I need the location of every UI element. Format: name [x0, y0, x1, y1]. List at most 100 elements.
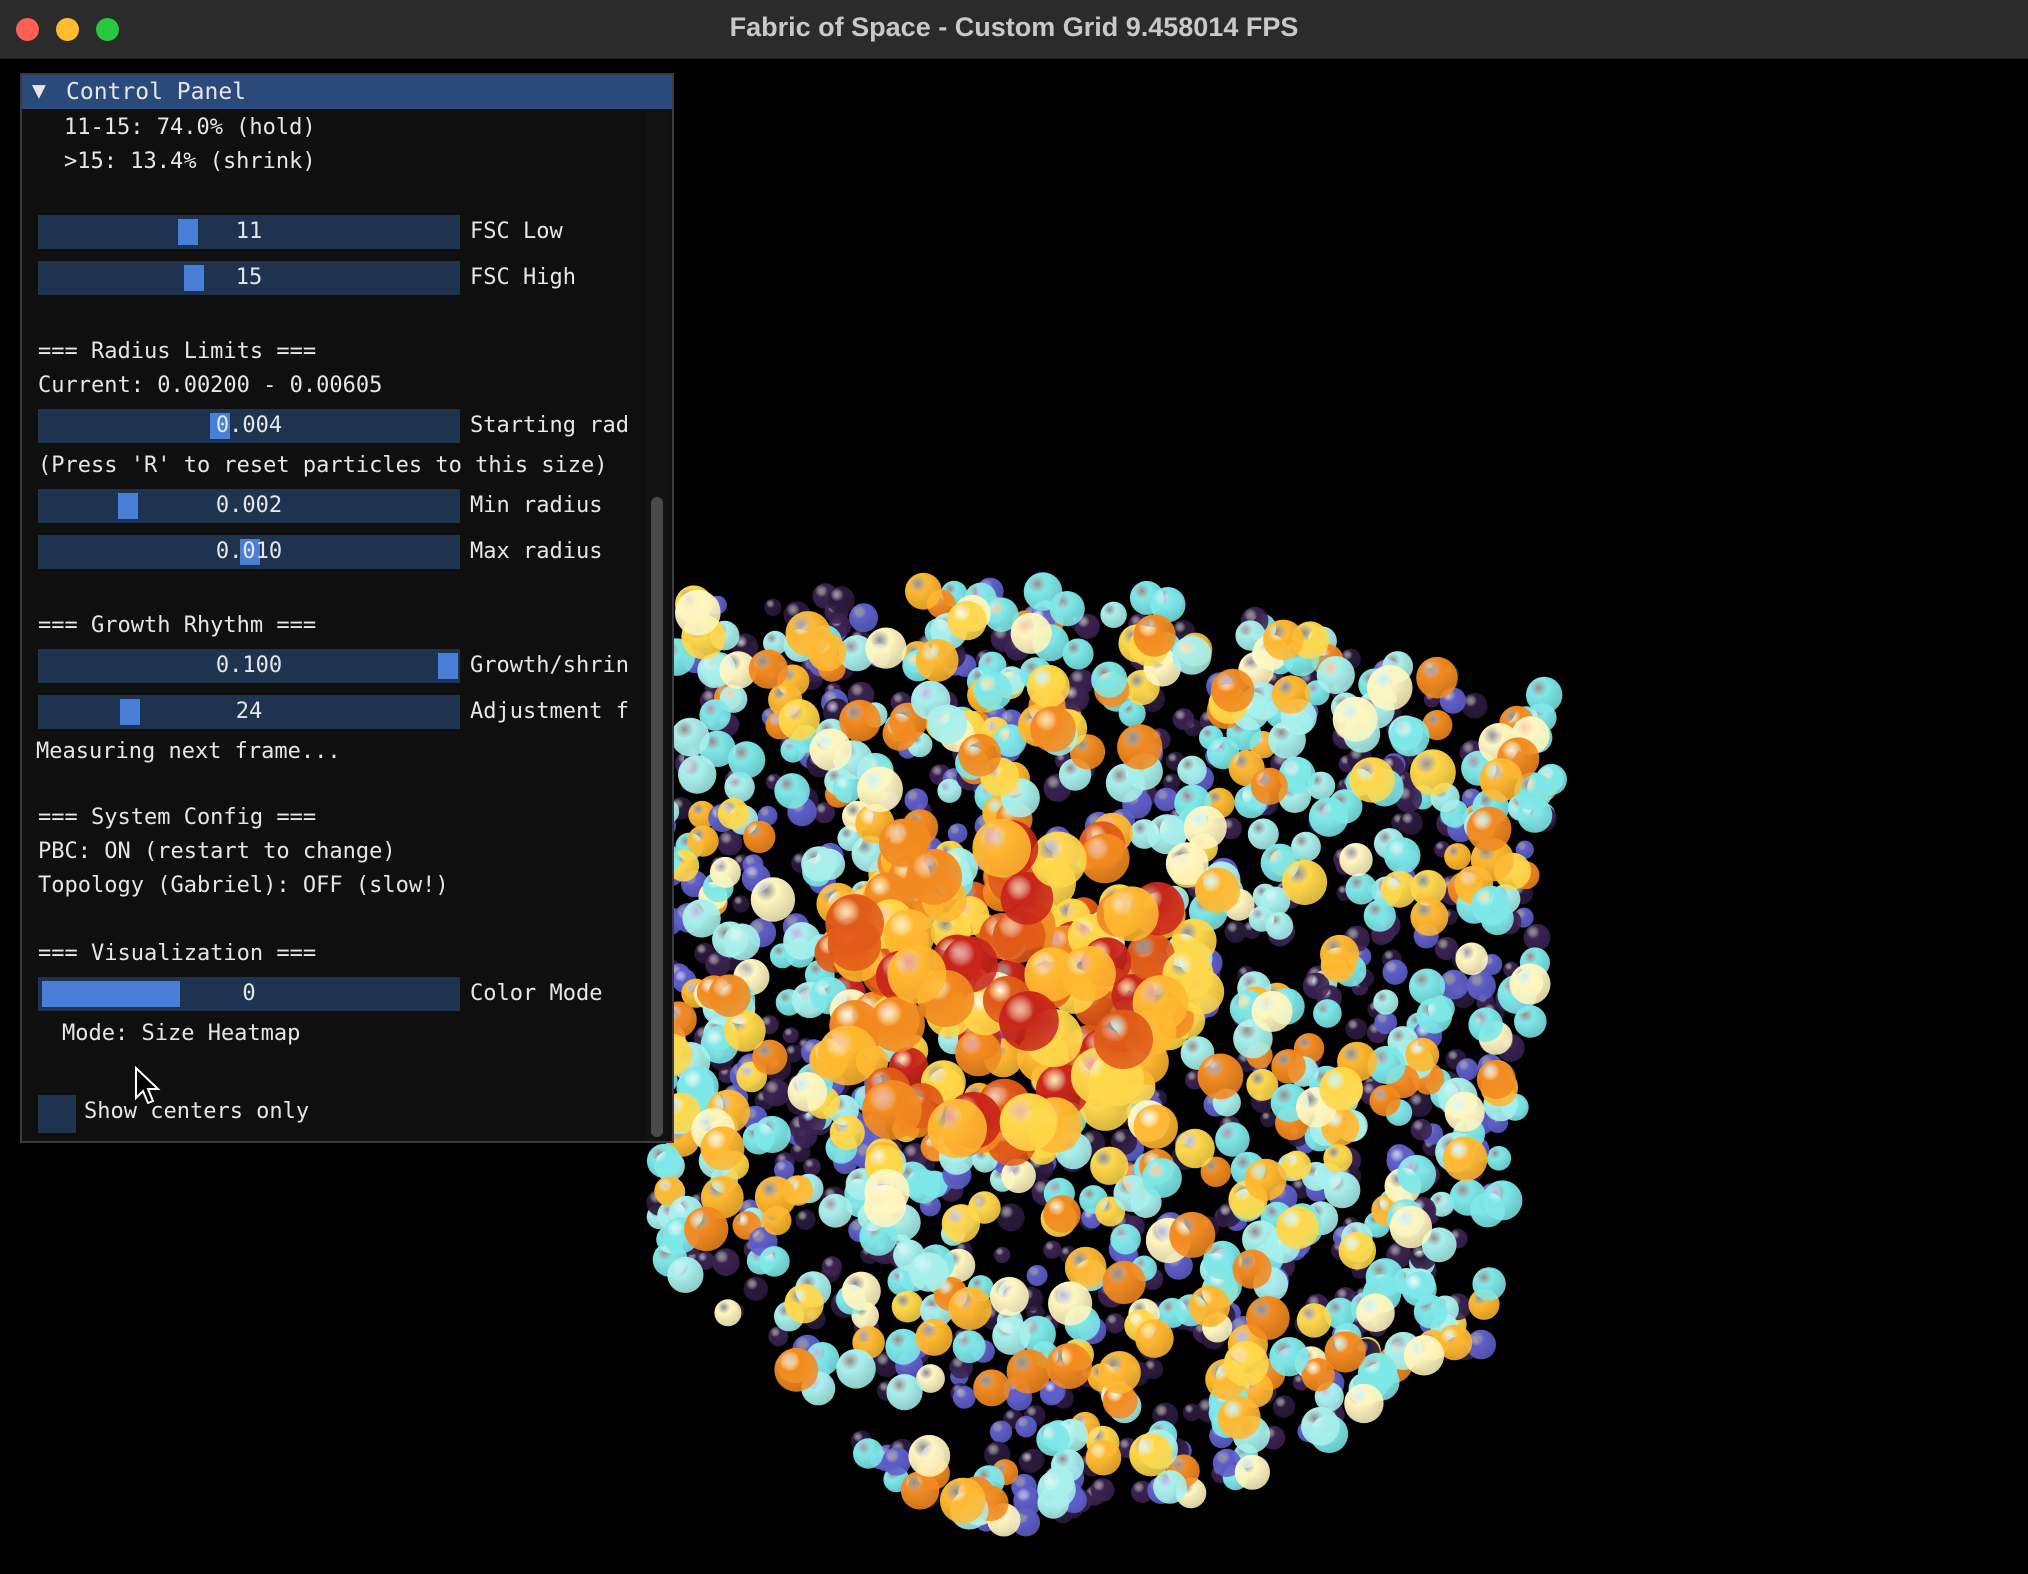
max-radius-slider[interactable]: 0.010: [38, 535, 460, 569]
max-radius-slider-grab[interactable]: [240, 539, 260, 565]
particle-sphere: [1242, 1220, 1280, 1258]
particle-sphere: [1444, 1091, 1485, 1132]
control-panel[interactable]: ▼ Control Panel 11-15: 74.0% (hold) >15:…: [20, 73, 674, 1143]
particle-sphere: [1133, 614, 1176, 657]
particle-sphere: [955, 1029, 1002, 1077]
particle-sphere: [719, 651, 757, 689]
particle-sphere: [911, 680, 951, 720]
particle-sphere: [1175, 1128, 1215, 1169]
particle-sphere: [1132, 975, 1189, 1032]
adjustment-value: 24: [235, 699, 263, 724]
panel-scrollbar-thumb[interactable]: [651, 497, 663, 1137]
particle-sphere: [1129, 1433, 1173, 1477]
adjustment-slider-grab[interactable]: [120, 699, 140, 725]
particle-sphere: [827, 586, 855, 614]
fsc-high-slider-grab[interactable]: [184, 265, 204, 291]
particle-sphere: [927, 1098, 987, 1159]
particle-cube-scene[interactable]: [0, 59, 2028, 1574]
particle-sphere: [782, 1027, 799, 1044]
particle-sphere: [1356, 1293, 1395, 1332]
particle-sphere: [1154, 787, 1178, 812]
particle-sphere: [1217, 1396, 1261, 1440]
fsc-high-value: 15: [235, 265, 263, 290]
min-radius-slider[interactable]: 0.002: [38, 489, 460, 523]
growth-shrink-slider[interactable]: 0.100: [38, 649, 460, 683]
particle-sphere: [1482, 1180, 1523, 1221]
show-centers-checkbox[interactable]: [38, 1095, 76, 1133]
particle-sphere: [1349, 757, 1395, 803]
color-mode-slider-grab[interactable]: [42, 981, 180, 1007]
particle-sphere: [882, 1447, 911, 1476]
particle-sphere: [1090, 1146, 1129, 1186]
3d-viewport[interactable]: [0, 59, 2028, 1574]
particle-sphere: [869, 996, 925, 1053]
particle-sphere: [700, 1126, 745, 1171]
particle-sphere: [1468, 1007, 1503, 1042]
fsc-low-slider-grab[interactable]: [178, 219, 198, 245]
color-mode-slider[interactable]: 0: [38, 977, 460, 1011]
particle-sphere: [1282, 859, 1328, 906]
particle-sphere: [1250, 767, 1288, 805]
minimize-button[interactable]: [56, 18, 79, 41]
particle-sphere: [675, 589, 721, 636]
particle-sphere: [1085, 1439, 1122, 1476]
particle-sphere: [973, 1369, 1011, 1407]
color-mode-label: Color Mode: [470, 981, 603, 1006]
particle-sphere: [667, 1256, 704, 1293]
control-panel-header[interactable]: ▼ Control Panel: [22, 75, 672, 109]
particle-sphere: [1526, 676, 1563, 714]
particle-sphere: [1023, 572, 1063, 611]
particle-sphere: [1224, 920, 1247, 943]
particle-sphere: [1434, 936, 1459, 961]
particle-sphere: [1177, 755, 1207, 785]
adjustment-slider[interactable]: 24: [38, 695, 460, 729]
particle-sphere: [1018, 1450, 1042, 1473]
particle-sphere: [717, 830, 743, 856]
particle-sphere: [1260, 1111, 1277, 1128]
min-radius-label: Min radius: [470, 493, 603, 518]
starting-radius-slider[interactable]: 0.004: [38, 409, 460, 443]
particle-sphere: [879, 818, 928, 868]
particle-sphere: [1265, 912, 1294, 940]
particle-sphere: [973, 671, 1013, 711]
particle-sphere: [1408, 968, 1446, 1005]
particle-sphere: [947, 600, 987, 641]
particle-sphere: [774, 1159, 795, 1181]
particle-sphere: [1410, 749, 1456, 796]
growth-shrink-slider-grab[interactable]: [438, 653, 458, 679]
fsc-high-slider[interactable]: 15: [38, 261, 460, 295]
particle-sphere: [750, 877, 796, 922]
particle-sphere: [1195, 867, 1241, 914]
starting-radius-slider-grab[interactable]: [210, 413, 230, 439]
particle-sphere: [1373, 989, 1399, 1015]
particle-sphere: [891, 1290, 924, 1323]
particle-sphere: [952, 1386, 976, 1409]
particle-sphere: [1509, 963, 1551, 1005]
title-bar[interactable]: Fabric of Space - Custom Grid 9.458014 F…: [0, 0, 2028, 59]
particle-sphere: [1010, 612, 1052, 654]
particle-sphere: [1197, 1053, 1244, 1100]
particle-sphere: [784, 1044, 803, 1063]
window-title: Fabric of Space - Custom Grid 9.458014 F…: [729, 12, 1299, 42]
particle-sphere: [1026, 664, 1070, 708]
particle-sphere: [1060, 946, 1116, 1002]
particle-sphere: [646, 1143, 682, 1179]
panel-scrollbar[interactable]: [646, 111, 668, 1141]
particle-sphere: [1006, 1349, 1051, 1394]
particle-sphere: [885, 1328, 922, 1365]
control-panel-title: Control Panel: [66, 79, 247, 105]
particle-sphere: [829, 1115, 865, 1151]
particle-sphere: [1345, 873, 1377, 905]
particle-sphere: [1001, 1158, 1036, 1194]
min-radius-slider-grab[interactable]: [118, 493, 138, 519]
particle-sphere: [836, 1349, 876, 1389]
close-button[interactable]: [16, 18, 39, 41]
particle-sphere: [1247, 818, 1279, 850]
particle-sphere: [813, 802, 836, 824]
maximize-button[interactable]: [96, 18, 119, 41]
particle-sphere: [1104, 1313, 1126, 1334]
particle-sphere: [908, 1434, 951, 1477]
collapse-arrow-icon[interactable]: ▼: [32, 78, 46, 104]
fsc-low-slider[interactable]: 11: [38, 215, 460, 249]
particle-sphere: [1382, 959, 1408, 985]
